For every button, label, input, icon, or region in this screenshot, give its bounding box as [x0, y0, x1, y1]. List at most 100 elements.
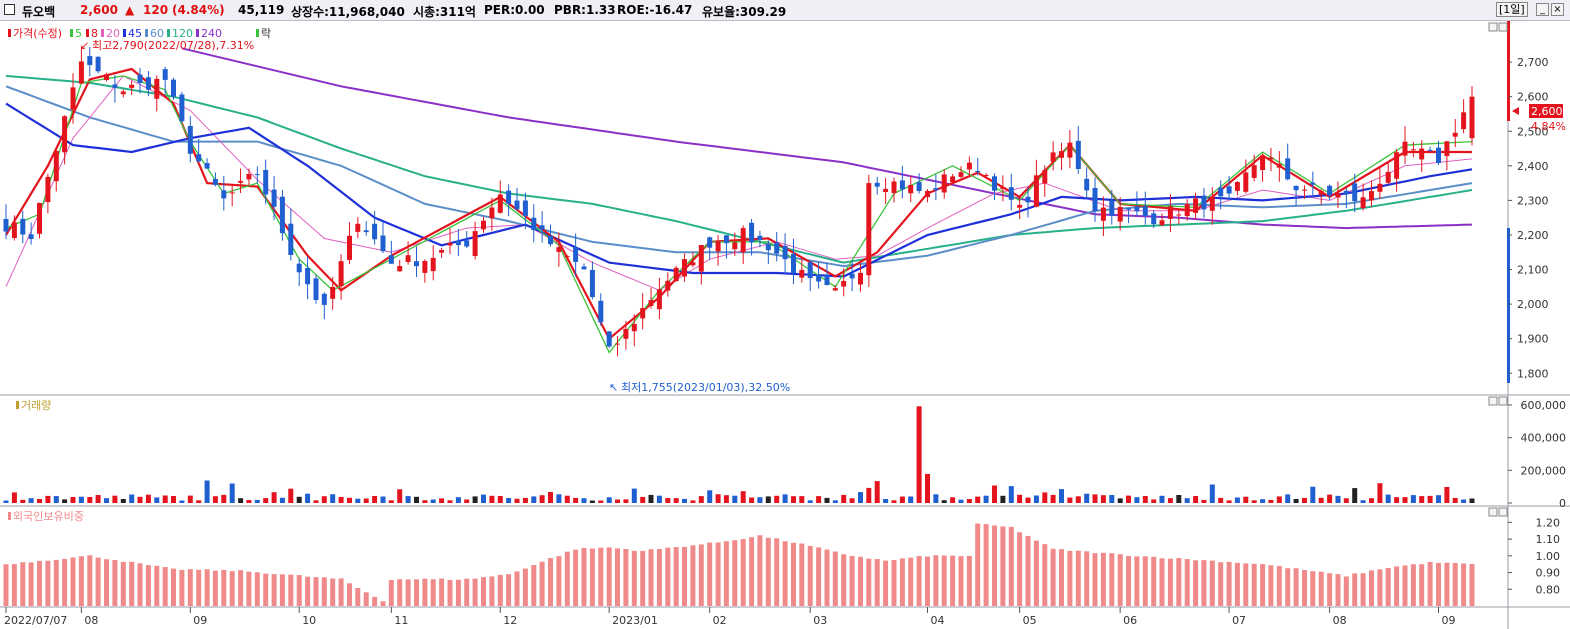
- pane-minimize-icon[interactable]: [1488, 22, 1498, 32]
- foreign-bar: [1067, 550, 1073, 606]
- foreign-bar: [807, 545, 813, 606]
- candle-body: [1276, 164, 1282, 168]
- volume-bar: [1176, 495, 1182, 503]
- foreign-bar: [916, 556, 922, 606]
- foreign-bar: [841, 554, 847, 606]
- legend-foreign: 외국인보유비중: [13, 510, 84, 523]
- legend-price: 가격(수정): [13, 27, 62, 40]
- volume-bar: [916, 406, 922, 503]
- foreign-tick-label: 1.00: [1536, 550, 1561, 563]
- volume-bar: [832, 500, 838, 503]
- volume-bar: [740, 491, 746, 503]
- candle-body: [1075, 140, 1081, 169]
- foreign-bar: [414, 579, 419, 606]
- foreign-bar: [522, 568, 528, 606]
- foreign-bar: [1126, 556, 1131, 606]
- foreign-bar: [397, 579, 403, 606]
- volume-bar: [1285, 494, 1291, 503]
- candle-body: [983, 175, 989, 176]
- candle-body: [925, 190, 930, 198]
- volume-bar: [422, 500, 428, 503]
- candle-body: [1142, 206, 1148, 216]
- foreign-bar: [1293, 568, 1299, 606]
- volume-bar: [1369, 498, 1374, 503]
- volume-bar: [414, 496, 419, 503]
- candle-body: [522, 200, 528, 217]
- candle-body: [187, 126, 193, 154]
- pane-maximize-icon[interactable]: [1498, 507, 1508, 517]
- stock-name: 듀오백: [22, 5, 56, 19]
- pane-maximize-icon[interactable]: [1498, 396, 1508, 406]
- up-arrow-icon: ▲: [125, 3, 135, 17]
- foreign-bar: [212, 570, 218, 606]
- candle-body: [1444, 141, 1450, 157]
- pane-minimize-icon[interactable]: [1488, 507, 1498, 517]
- foreign-bar: [891, 560, 897, 606]
- high-annotation-arrow: ↙: [80, 39, 89, 52]
- foreign-bar: [673, 547, 679, 606]
- foreign-bar: [1302, 570, 1307, 606]
- close-icon[interactable]: ×: [1551, 3, 1564, 16]
- price-legend: 가격(수정) 5 8 20 45 60 120 240 락: [8, 27, 271, 40]
- price-marker-icon: [1512, 107, 1519, 115]
- reserve-ratio: 유보율:309.29: [702, 5, 787, 19]
- volume-bar: [112, 495, 118, 503]
- candle-body: [1201, 195, 1207, 210]
- candle-body: [104, 74, 109, 80]
- foreign-pane-buttons[interactable]: [1488, 507, 1508, 517]
- price-pane-buttons[interactable]: [1488, 22, 1508, 32]
- price-candles: [3, 46, 1475, 357]
- volume-bar: [388, 500, 394, 503]
- foreign-bar: [1201, 560, 1207, 606]
- legend-ma20: 20: [106, 27, 120, 40]
- foreign-bar: [321, 577, 327, 606]
- period-button[interactable]: [1일]: [1496, 2, 1528, 17]
- candle-body: [874, 182, 880, 187]
- volume-bar: [1352, 488, 1358, 503]
- candle-body: [313, 278, 319, 300]
- candle-body: [824, 275, 830, 285]
- candle-body: [120, 91, 126, 95]
- candle-body: [1427, 149, 1433, 151]
- volume-bar: [539, 495, 545, 503]
- candle-body: [481, 220, 486, 230]
- foreign-bar: [548, 558, 553, 606]
- foreign-bar: [254, 572, 260, 606]
- candle-body: [1268, 157, 1274, 160]
- volume-pane-buttons[interactable]: [1488, 396, 1508, 406]
- foreign-bar: [1352, 573, 1358, 606]
- minimize-icon[interactable]: _: [1536, 3, 1549, 16]
- pane-frames: [0, 21, 1570, 629]
- volume-bar: [380, 496, 386, 503]
- y-tick-label: 2,000: [1517, 298, 1549, 311]
- pane-maximize-icon[interactable]: [1498, 22, 1508, 32]
- foreign-bar: [665, 547, 671, 606]
- foreign-bar: [1402, 565, 1408, 606]
- volume-bar: [1461, 499, 1467, 503]
- foreign-bar: [187, 569, 193, 606]
- foreign-bar: [765, 537, 771, 606]
- foreign-bar: [279, 574, 285, 606]
- volume-bar: [355, 498, 361, 503]
- candle-body: [1436, 147, 1441, 163]
- volume-bar: [464, 499, 470, 503]
- volume-bar: [1469, 498, 1475, 503]
- candle-body: [1410, 149, 1416, 151]
- volume-bar: [774, 495, 780, 503]
- volume-bar: [564, 495, 570, 503]
- foreign-bar: [171, 568, 176, 606]
- foreign-tick-label: 1.10: [1536, 533, 1561, 546]
- foreign-tick-label: 1.20: [1536, 516, 1561, 529]
- candle-body: [1343, 190, 1349, 194]
- foreign-bar: [196, 569, 202, 606]
- y-tick-label: 2,500: [1517, 125, 1549, 138]
- candle-body: [472, 231, 478, 256]
- x-tick-label: 09: [193, 614, 207, 627]
- foreign-bar: [648, 549, 654, 606]
- select-checkbox[interactable]: [4, 4, 15, 15]
- foreign-bar: [740, 539, 746, 606]
- foreign-bar: [539, 561, 545, 606]
- pane-minimize-icon[interactable]: [1488, 396, 1498, 406]
- volume-bar: [1209, 484, 1215, 503]
- foreign-bar: [1327, 573, 1333, 606]
